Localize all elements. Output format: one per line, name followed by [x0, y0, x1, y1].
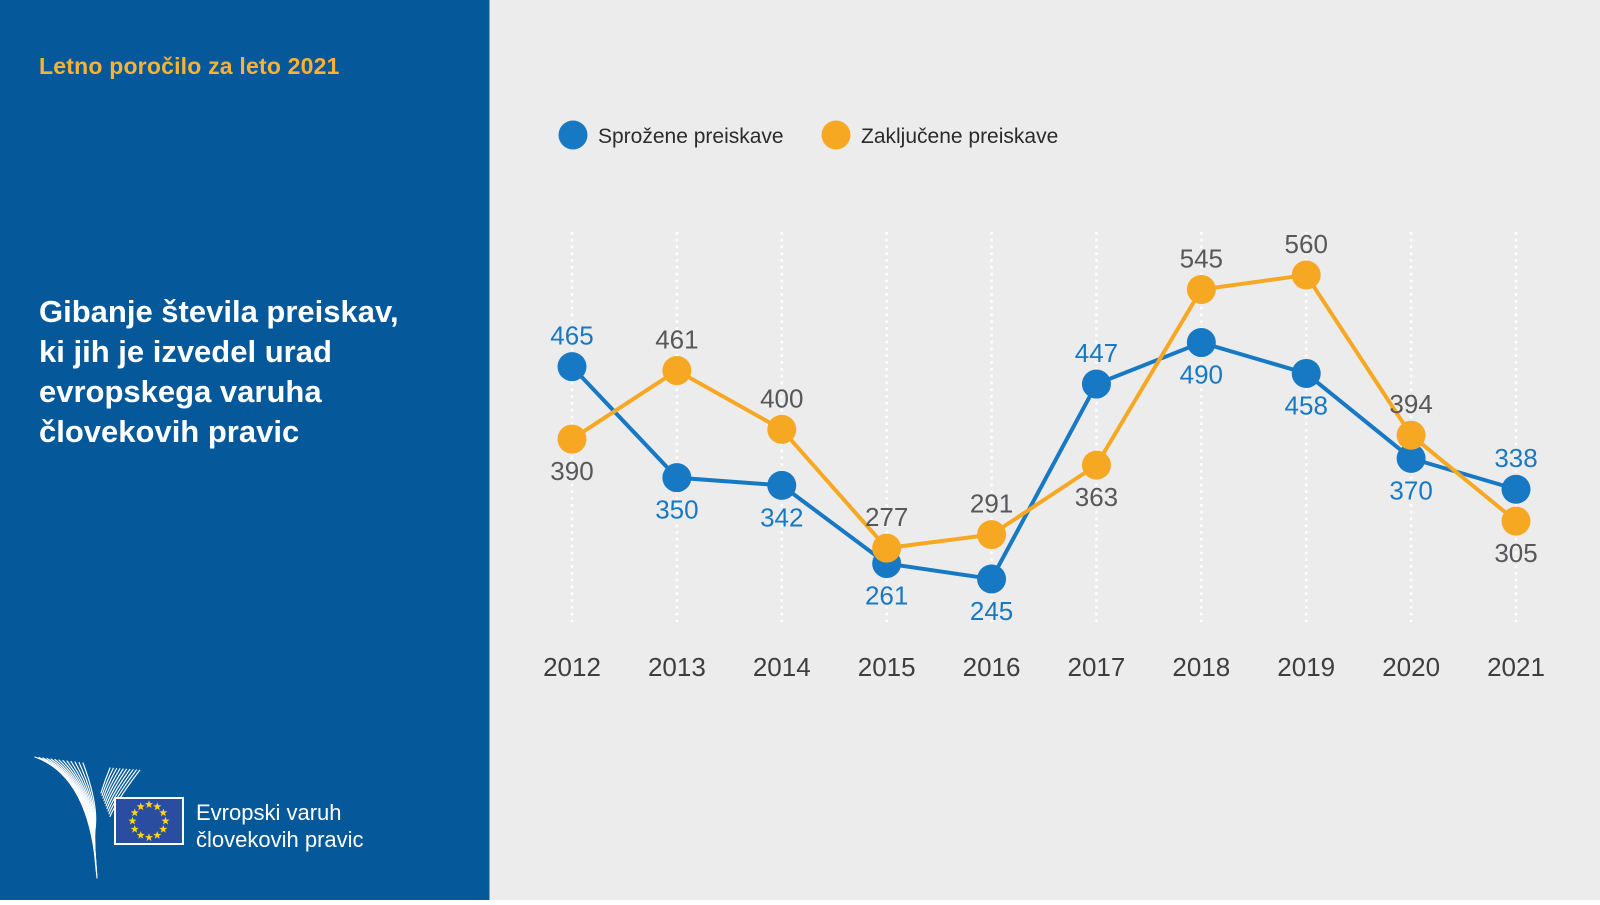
value-label: 447 — [1075, 338, 1118, 368]
value-label: 342 — [760, 502, 803, 532]
bird-line — [103, 768, 121, 802]
value-label: 461 — [655, 325, 698, 355]
eu-star-icon — [136, 802, 145, 811]
bird-line — [108, 769, 137, 815]
logo-wordmark-line: človekovih pravic — [196, 827, 364, 852]
legend-dot-yellow-icon — [821, 120, 851, 150]
value-label: 394 — [1389, 389, 1432, 419]
data-point-sprozene-2016 — [977, 564, 1007, 594]
data-point-sprozene-2019 — [1291, 358, 1321, 388]
bird-line — [106, 768, 131, 810]
logo-wordmark: Evropski varuh človekovih pravic — [196, 799, 364, 853]
value-label: 261 — [865, 581, 908, 611]
eu-star-icon — [130, 808, 139, 817]
value-label: 370 — [1389, 475, 1432, 505]
value-label: 465 — [550, 321, 593, 351]
legend-dot-blue-icon — [558, 120, 588, 150]
data-point-zakljucene-2019 — [1291, 260, 1321, 290]
bird-lines — [34, 756, 141, 879]
page-title-line: Gibanje števila preiskav, — [39, 294, 399, 329]
line-chart: Sprožene preiskave Zaključene preiskave 46… — [543, 120, 1545, 682]
value-label: 490 — [1180, 360, 1223, 390]
data-point-sprozene-2013 — [662, 463, 692, 493]
eu-star-icon — [144, 800, 154, 808]
value-label: 338 — [1494, 443, 1537, 473]
logo-wordmark-line: Evropski varuh — [196, 800, 342, 825]
data-point-sprozene-2020 — [1396, 443, 1426, 473]
x-axis-label: 2012 — [543, 652, 601, 682]
value-label: 277 — [865, 502, 908, 532]
value-label: 363 — [1075, 482, 1118, 512]
value-label: 560 — [1285, 229, 1328, 259]
data-point-zakljucene-2020 — [1396, 420, 1426, 450]
data-point-zakljucene-2012 — [557, 424, 587, 454]
eu-star-icon — [161, 816, 170, 825]
value-label: 305 — [1494, 538, 1537, 568]
bird-line — [82, 762, 97, 839]
value-label: 458 — [1285, 390, 1328, 420]
page-title-line: človekovih pravic — [39, 414, 300, 449]
data-point-zakljucene-2013 — [662, 356, 692, 386]
value-label: 350 — [655, 495, 698, 525]
data-point-sprozene-2012 — [557, 352, 587, 382]
data-point-sprozene-2014 — [767, 470, 797, 500]
x-axis-label: 2015 — [858, 652, 916, 682]
bird-line — [100, 767, 111, 794]
bird-line — [78, 761, 96, 843]
page-title: Gibanje števila preiskav, ki jih je izve… — [39, 292, 479, 452]
eu-star-icon — [159, 824, 168, 833]
data-point-zakljucene-2018 — [1186, 274, 1216, 304]
bird-line — [107, 769, 134, 812]
x-axis-label: 2017 — [1068, 652, 1126, 682]
data-point-zakljucene-2017 — [1081, 450, 1111, 480]
eu-flag-icon — [114, 797, 184, 845]
chart-region: Sprožene preiskave Zaključene preiskave 46… — [490, 0, 1600, 900]
legend-label: Sprožene preiskave — [598, 125, 784, 148]
eu-star-icon — [159, 808, 168, 817]
data-point-sprozene-2021 — [1501, 474, 1531, 504]
report-label: Letno poročilo za leto 2021 — [39, 53, 340, 79]
value-label: 390 — [550, 456, 593, 486]
eu-star-icon — [130, 824, 139, 833]
bird-line — [101, 767, 114, 797]
eu-star-icon — [153, 830, 162, 839]
x-axis-label: 2019 — [1277, 652, 1335, 682]
series-line-zakljucene — [570, 272, 1518, 551]
value-label: 245 — [970, 596, 1013, 626]
x-axis-label: 2013 — [648, 652, 706, 682]
x-axis-label: 2021 — [1487, 652, 1545, 682]
data-point-sprozene-2018 — [1186, 328, 1216, 358]
data-point-zakljucene-2021 — [1501, 506, 1531, 536]
eu-star-icon — [144, 833, 154, 841]
eu-star-icon — [128, 816, 137, 825]
eu-star-icon — [136, 830, 145, 839]
bird-line — [104, 768, 124, 804]
bird-line — [105, 768, 128, 807]
series-line-sprozene — [570, 340, 1517, 582]
x-axis-label: 2014 — [753, 652, 811, 682]
bird-line — [109, 769, 141, 817]
x-axis-label: 2016 — [963, 652, 1021, 682]
legend-label: Zaključene preiskave — [861, 125, 1058, 148]
page-title-line: ki jih je izvedel urad — [39, 334, 332, 369]
data-point-zakljucene-2016 — [977, 520, 1007, 550]
data-point-zakljucene-2015 — [872, 533, 902, 563]
chart-legend: Sprožene preiskave Zaključene preiskave — [558, 120, 1058, 150]
x-axis-label: 2018 — [1172, 652, 1230, 682]
sidebar: Letno poročilo za leto 2021 Gibanje štev… — [0, 0, 490, 900]
value-label: 545 — [1180, 243, 1223, 273]
value-label: 400 — [760, 383, 803, 413]
bird-line — [102, 767, 118, 799]
european-ombudsman-logo: Evropski varuh človekovih pravic — [25, 735, 465, 895]
x-axis-label: 2020 — [1382, 652, 1440, 682]
ombudsman-bird-icon — [34, 756, 184, 879]
data-point-sprozene-2017 — [1081, 369, 1111, 399]
page-title-line: evropskega varuha — [39, 374, 322, 409]
data-point-zakljucene-2014 — [767, 414, 797, 444]
eu-star-icon — [153, 802, 162, 811]
value-label: 291 — [970, 489, 1013, 519]
